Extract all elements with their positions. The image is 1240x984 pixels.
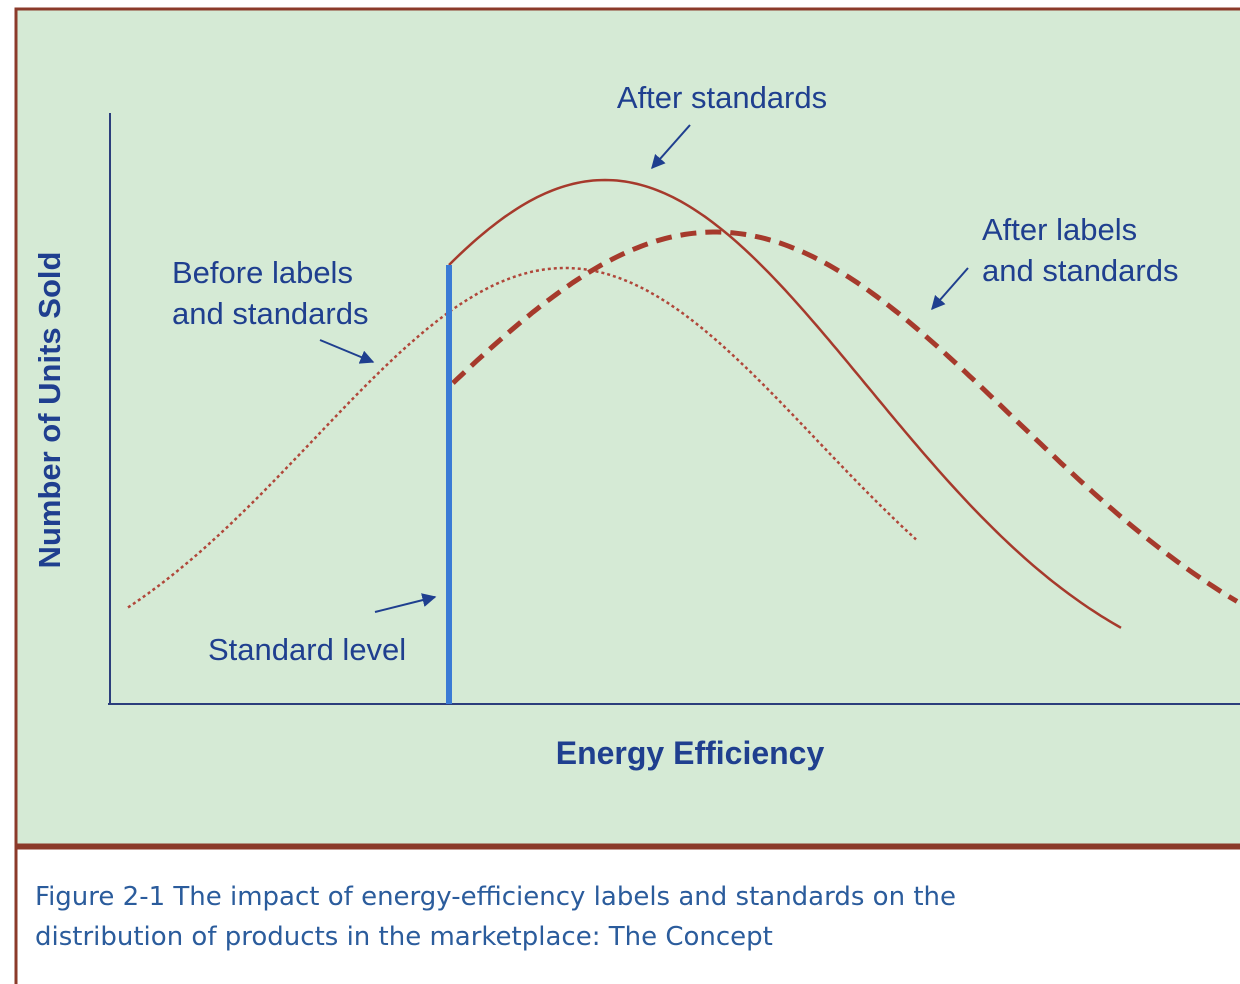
x-axis-label: Energy Efficiency [556, 735, 825, 771]
annotation: Standard level [208, 632, 406, 667]
annotation: Before labels [172, 255, 353, 290]
panel [14, 7, 1240, 847]
caption: Figure 2-1 The impact of energy-efficien… [35, 882, 956, 912]
curves [127, 178, 1239, 629]
arrow [374, 593, 437, 613]
caption: distribution of products in the marketpl… [35, 922, 773, 952]
annotation: and standards [172, 296, 368, 331]
arrow [931, 267, 969, 311]
annotation: After labels [982, 212, 1137, 247]
arrow [651, 124, 691, 170]
y-axis-label: Number of Units Sold [32, 252, 67, 569]
annotation: After standards [617, 80, 827, 115]
curve [448, 178, 1122, 629]
arrow [319, 339, 375, 364]
annotation: and standards [982, 253, 1178, 288]
curve [127, 266, 917, 609]
